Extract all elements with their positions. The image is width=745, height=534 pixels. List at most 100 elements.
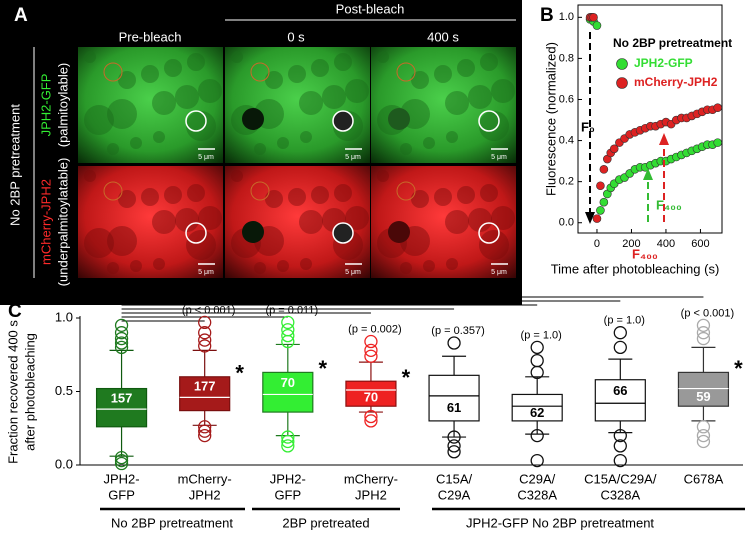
point [596, 181, 605, 191]
y-tick-label: 0.6 [559, 93, 574, 105]
box [179, 376, 231, 412]
row-note: (palmitoylable) [55, 63, 70, 148]
x-tick-label: C328A [600, 487, 640, 502]
outlier [447, 430, 461, 444]
texture [334, 53, 352, 71]
n-label: 70 [364, 390, 378, 405]
roi [478, 110, 500, 132]
box [428, 374, 480, 422]
point [589, 13, 598, 22]
point [713, 103, 722, 113]
row-name: JPH2-GFP [38, 74, 53, 137]
n-label: 61 [447, 400, 461, 415]
significance: * [402, 365, 411, 390]
texture [434, 188, 452, 206]
texture [198, 206, 222, 230]
outlier [281, 323, 295, 337]
texture [164, 186, 182, 204]
outlier [281, 315, 295, 330]
texture [198, 79, 222, 103]
texture [377, 51, 389, 63]
outlier [696, 428, 711, 443]
outlier [114, 331, 129, 346]
x-tick-label: mCherry- [178, 471, 232, 486]
panel-label: B [540, 5, 554, 26]
texture [107, 143, 119, 155]
x-tick-label: 400 [657, 238, 675, 250]
point [592, 21, 602, 30]
x-tick-label: JPH2 [189, 487, 221, 502]
outlier [530, 353, 544, 368]
roi [103, 62, 123, 82]
x-tick-label: C29A/ [519, 471, 556, 486]
n-label: 62 [530, 405, 544, 420]
texture [411, 71, 429, 89]
p-value: (p < 0.001) [182, 304, 236, 316]
point [599, 197, 609, 207]
outlier [364, 409, 378, 424]
outlier [530, 428, 544, 443]
group-label: 2BP pretreated [282, 515, 369, 530]
panel-b: B 0.0 0.2 0.4 0.6 0.8 1.0 0 200 400 600 Time after … [540, 4, 732, 276]
texture [423, 260, 435, 272]
texture [468, 208, 492, 232]
roi [250, 181, 270, 201]
panel-a: A Post-bleach Pre-bleach 0 s 400 s No 2B… [7, 1, 516, 286]
roi [185, 222, 207, 244]
texture [153, 131, 165, 143]
texture [152, 210, 176, 234]
legend-swatch [616, 58, 628, 70]
outlier [613, 428, 627, 443]
image-tile [225, 47, 370, 163]
box [511, 393, 563, 422]
outlier [696, 434, 711, 449]
outlier [696, 326, 711, 340]
point [609, 144, 619, 154]
roi [185, 110, 207, 132]
significance: * [734, 356, 743, 381]
texture [446, 258, 458, 270]
outlier [613, 453, 627, 468]
y-axis-label: after photobleaching [22, 333, 37, 451]
y-axis-label: Fraction recovered 400 s [5, 320, 20, 464]
texture [322, 85, 346, 109]
y-tick-label: 0.0 [55, 456, 73, 471]
column-title: 400 s [427, 29, 459, 44]
outlier [281, 439, 295, 453]
outlier [364, 334, 378, 349]
texture [107, 226, 137, 256]
box [262, 371, 314, 413]
outlier [613, 340, 627, 355]
x-axis-label: Time after photobleaching (s) [551, 261, 720, 276]
outlier [114, 318, 129, 333]
texture [377, 170, 389, 182]
texture [130, 137, 142, 149]
texture [84, 228, 114, 258]
texture [479, 111, 509, 141]
texture [468, 85, 492, 109]
y-axis-label: Fluorescence (normalized) [543, 42, 558, 196]
x-tick-label: C15A/ [436, 471, 473, 486]
outlier [364, 343, 378, 357]
significance: * [319, 356, 328, 381]
outlier [530, 340, 544, 355]
p-value: (p < 0.001) [681, 307, 735, 319]
legend-label: JPH2-GFP [634, 56, 693, 70]
texture [299, 210, 323, 234]
texture [141, 188, 159, 206]
x-tick-label: C678A [684, 471, 724, 486]
outlier [281, 328, 295, 343]
texture [84, 51, 96, 63]
panel-c: C 0.0 0.5 1.0 Fraction recovered 400 s after … [5, 296, 745, 530]
outlier [447, 439, 461, 453]
bleach-spot [242, 221, 264, 243]
texture [457, 59, 475, 77]
x-tick-label: mCherry- [344, 471, 398, 486]
outlier [364, 414, 378, 428]
y-tick-label: 1.0 [559, 11, 574, 23]
p-value: (p = 1.0) [521, 329, 562, 341]
point [596, 206, 605, 215]
arrowhead [643, 168, 653, 180]
texture [175, 208, 199, 232]
